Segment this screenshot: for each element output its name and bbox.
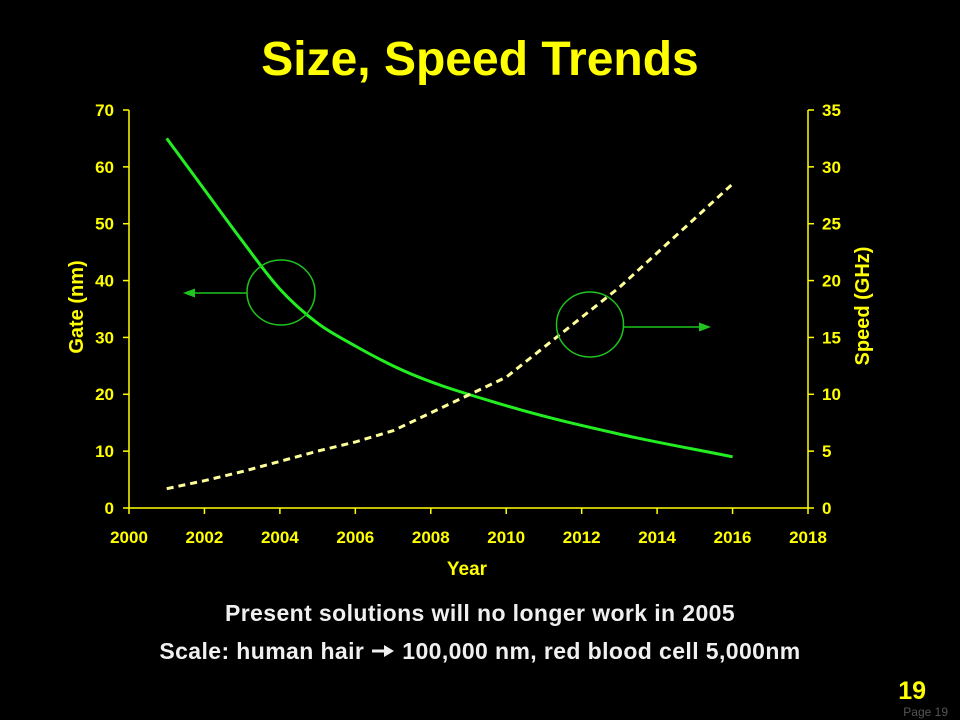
chart-series (165, 137, 734, 491)
annotation-left (183, 259, 316, 326)
y-tick-label-left: 40 (95, 272, 114, 291)
slide-number: 19 (898, 677, 926, 705)
x-tick-label: 2002 (186, 528, 224, 547)
annotation-right (555, 291, 711, 358)
x-tick-label: 2010 (487, 528, 525, 547)
y-tick-label-right: 20 (822, 272, 841, 291)
right-arrow-icon-graphic (372, 644, 395, 657)
y-tick-label-left: 70 (95, 101, 114, 120)
left-axis-series-line (165, 137, 733, 459)
y-tick-label-left: 10 (95, 442, 114, 461)
y-axis-title-right: Speed (GHz) (852, 247, 874, 366)
y-tick-label-left: 30 (95, 328, 114, 347)
x-tick-label: 2008 (412, 528, 450, 547)
note-line-1: Present solutions will no longer work in… (224, 600, 736, 626)
x-tick-label: 2018 (789, 528, 827, 547)
y-tick-label-left: 50 (95, 215, 114, 234)
x-tick-label: 2016 (714, 528, 752, 547)
y-tick-label-right: 30 (822, 158, 841, 177)
x-axis-title: Year (447, 559, 488, 580)
note-line-2: Scale: human hair 100,000 nm, red blood c… (0, 637, 960, 665)
x-tick-label: 2004 (261, 528, 299, 547)
y-tick-label-left: 0 (105, 499, 114, 518)
x-tick-label: 2012 (563, 528, 601, 547)
right-axis-series-line (166, 182, 734, 491)
y-tick-label-right: 0 (822, 499, 831, 518)
x-tick-label: 2000 (110, 528, 148, 547)
page-label: Page 19 (903, 705, 948, 719)
y-tick-label-right: 10 (822, 385, 841, 404)
note-line-2-prefix: Scale: human hair (159, 638, 365, 664)
slide-title: Size, Speed Trends (261, 33, 699, 86)
y-tick-label-left: 20 (95, 385, 114, 404)
right-arrow-icon (372, 644, 395, 658)
highlight-circle-left (246, 259, 316, 326)
chart-axes: 0 10 20 30 40 50 60 70 0 5 10 15 20 25 30 35 2000 2002 200… (95, 101, 841, 547)
y-tick-label-right: 15 (822, 328, 841, 347)
right-arrow-icon-head (384, 644, 395, 657)
x-tick-label: 2006 (336, 528, 374, 547)
left-arrow-head (183, 288, 195, 298)
right-arrow-head (699, 322, 711, 332)
x-tick-label: 2014 (638, 528, 676, 547)
y-axis-title-left: Gate (nm) (66, 260, 88, 353)
y-tick-label-left: 60 (95, 158, 114, 177)
y-tick-label-right: 5 (822, 442, 831, 461)
note-line-2-suffix: 100,000 nm, red blood cell 5,000nm (402, 638, 801, 664)
highlight-circle-right (555, 291, 625, 358)
y-tick-label-right: 25 (822, 215, 841, 234)
y-tick-label-right: 35 (822, 101, 841, 120)
